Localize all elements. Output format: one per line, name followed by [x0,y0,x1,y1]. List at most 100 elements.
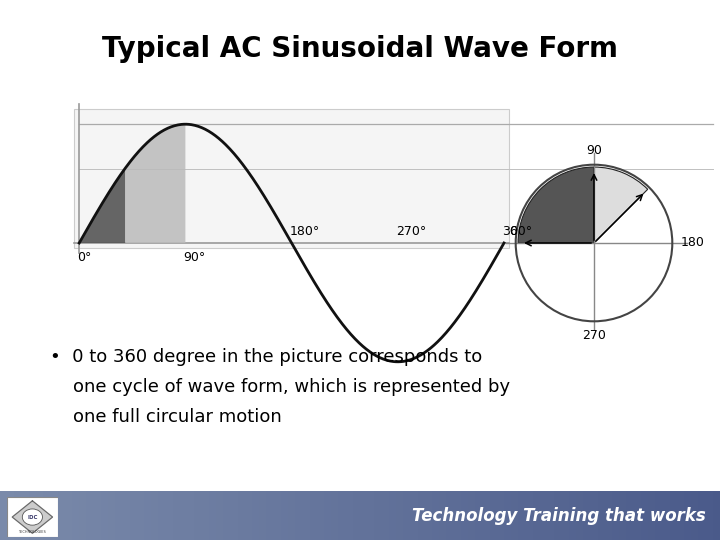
Bar [612,491,619,540]
Bar [518,491,526,540]
Text: 270°: 270° [396,225,426,238]
Bar [151,491,158,540]
Text: 180: 180 [680,237,704,249]
Bar [74,109,509,248]
Bar [511,491,518,540]
Bar [324,491,331,540]
Bar [410,491,418,540]
Bar [706,491,713,540]
Bar [598,491,605,540]
Bar [468,491,475,540]
Bar [101,491,108,540]
Bar [79,491,86,540]
Bar [562,491,569,540]
Bar [295,491,302,540]
Text: 0: 0 [509,225,517,238]
Text: 90: 90 [586,144,602,157]
Text: 90°: 90° [184,251,206,264]
Bar [0,491,7,540]
Bar [475,491,482,540]
Bar [634,491,641,540]
Bar [130,491,137,540]
Bar [209,491,216,540]
Polygon shape [125,124,185,243]
Text: one cycle of wave form, which is represented by: one cycle of wave form, which is represe… [50,378,510,396]
Bar [14,491,22,540]
Bar [259,491,266,540]
Bar [626,491,634,540]
Bar [389,491,396,540]
Bar [374,491,382,540]
Bar [115,491,122,540]
Bar [223,491,230,540]
Bar [252,491,259,540]
Bar [655,491,662,540]
Bar [72,491,79,540]
Bar [338,491,346,540]
Bar [403,491,410,540]
Bar [58,491,65,540]
Bar [50,491,58,540]
Bar [266,491,274,540]
Text: TECHNOLOGIES: TECHNOLOGIES [19,530,46,534]
Bar [396,491,403,540]
Bar [439,491,446,540]
Bar [662,491,670,540]
Bar [86,491,94,540]
Bar [274,491,281,540]
Bar [504,491,511,540]
Bar [554,491,562,540]
Wedge shape [594,167,648,243]
Bar [590,491,598,540]
Bar [641,491,648,540]
Bar [238,491,245,540]
Bar [605,491,612,540]
Bar [526,491,533,540]
Bar [360,491,367,540]
Bar [713,491,720,540]
Bar [65,491,72,540]
Bar [36,491,43,540]
Text: 270: 270 [582,329,606,342]
Text: IDC: IDC [27,515,37,519]
Bar [533,491,540,540]
Bar [497,491,504,540]
Bar [137,491,144,540]
Bar [302,491,310,540]
Circle shape [22,509,42,525]
Bar [382,491,389,540]
Bar [446,491,454,540]
Bar [454,491,461,540]
Bar [94,491,101,540]
Bar [569,491,576,540]
Text: 0°: 0° [77,251,91,264]
Bar [482,491,490,540]
Bar [187,491,194,540]
Bar [353,491,360,540]
Bar [122,491,130,540]
Bar [7,491,14,540]
Bar [619,491,626,540]
Bar [540,491,547,540]
Text: 180°: 180° [289,225,320,238]
Bar [245,491,252,540]
Bar [281,491,288,540]
Bar [418,491,425,540]
Bar [576,491,583,540]
Text: Typical AC Sinusoidal Wave Form: Typical AC Sinusoidal Wave Form [102,35,618,63]
Bar [22,491,29,540]
Bar [583,491,590,540]
Bar [670,491,677,540]
Bar [194,491,202,540]
Bar [432,491,439,540]
Bar [490,491,497,540]
Polygon shape [12,501,53,534]
Bar [230,491,238,540]
Bar [310,491,317,540]
Bar [158,491,166,540]
Bar [691,491,698,540]
Bar [346,491,353,540]
Text: one full circular motion: one full circular motion [50,408,282,426]
Wedge shape [518,167,594,243]
Bar [43,491,50,540]
